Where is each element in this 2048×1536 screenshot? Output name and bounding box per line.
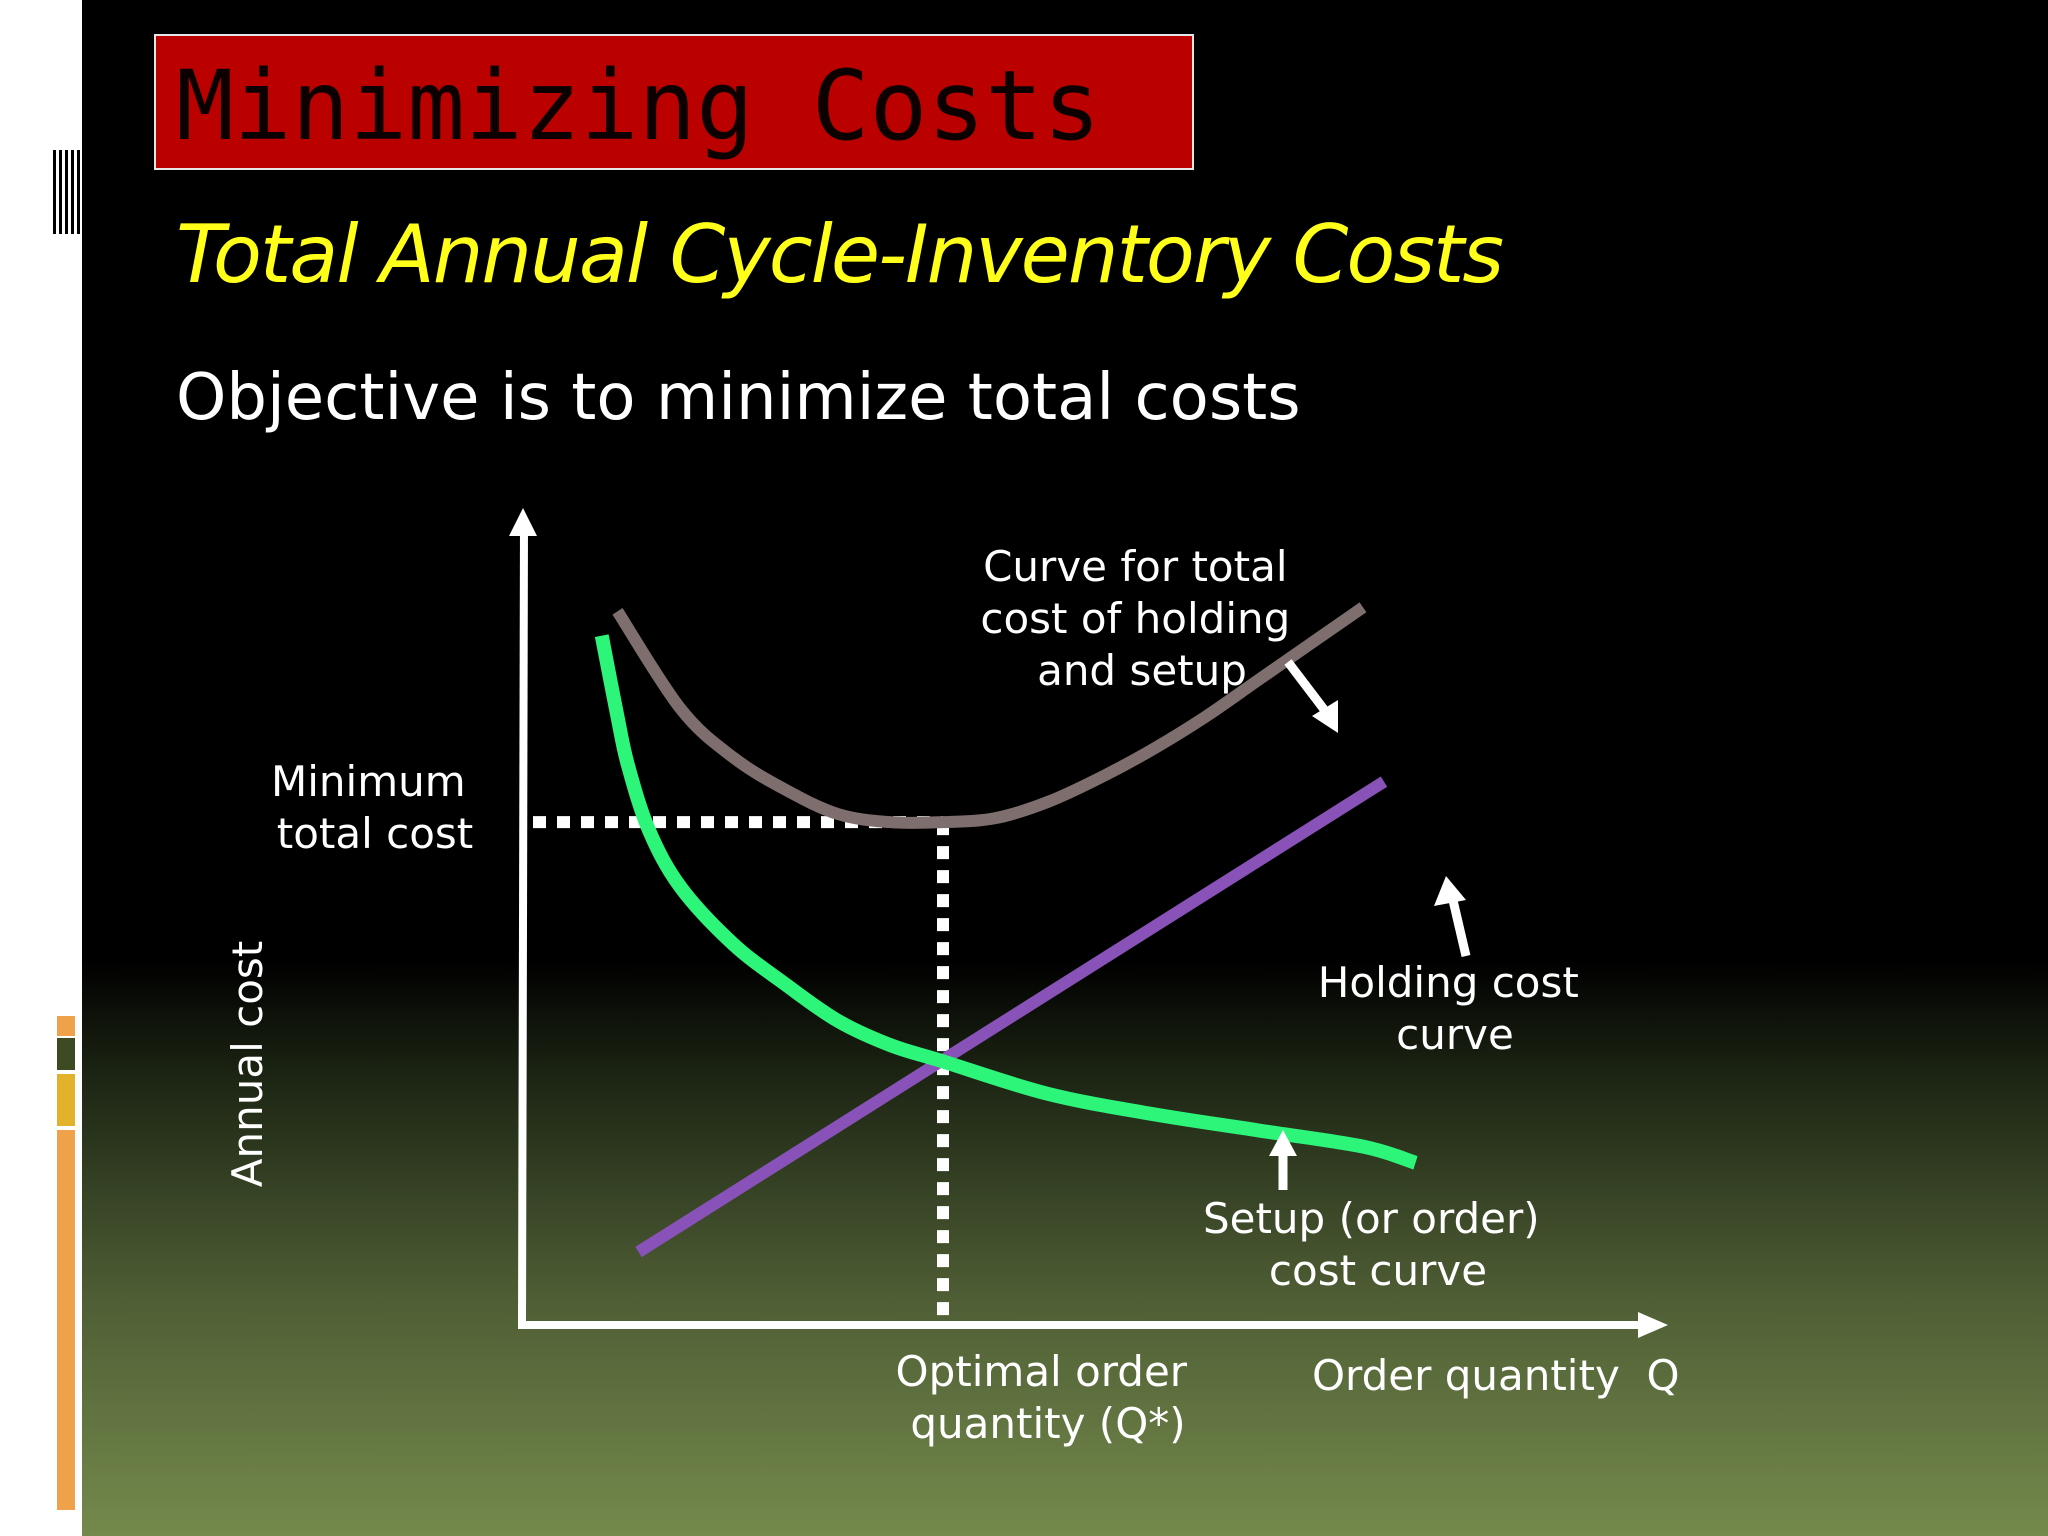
deco-bar-olive bbox=[57, 1038, 75, 1070]
holding-cost-curve bbox=[635, 776, 1388, 1258]
setup-cost-curve bbox=[594, 634, 1418, 1170]
optimal-q-label-line: Optimal order bbox=[896, 1347, 1188, 1396]
total-curve-label-line: cost of holding bbox=[980, 594, 1290, 643]
x-axis-label: Order quantity Q bbox=[1312, 1351, 1680, 1400]
deco-bar-dark bbox=[50, 150, 80, 234]
objective-text: Objective is to minimize total costs bbox=[176, 361, 1301, 435]
y-axis-label: Annual cost bbox=[223, 941, 272, 1187]
total-curve-pointer-arrow bbox=[1284, 659, 1330, 715]
title-box: Minimizing Costs bbox=[154, 34, 1194, 170]
total-curve-pointer-head bbox=[1312, 700, 1338, 733]
setup-curve-label-line: cost curve bbox=[1269, 1246, 1487, 1295]
x-axis-arrowhead bbox=[1638, 1312, 1668, 1338]
holding-curve-label-line: Holding cost bbox=[1318, 958, 1579, 1007]
holding-curve-label-line: curve bbox=[1396, 1010, 1514, 1059]
deco-bar-yellow bbox=[57, 1074, 75, 1126]
setup-curve-label: Setup (or order) cost curve bbox=[1203, 1194, 1553, 1295]
y-axis-arrowhead bbox=[509, 508, 537, 536]
total-curve-label: Curve for total cost of holding and setu… bbox=[980, 542, 1303, 695]
holding-curve-label: Holding cost curve bbox=[1318, 958, 1592, 1059]
deco-bar-orange-small bbox=[57, 1016, 75, 1036]
deco-bar-orange-tall bbox=[57, 1130, 75, 1510]
holding-curve-pointer-arrow bbox=[1447, 894, 1471, 958]
total-curve-label-line: Curve for total bbox=[983, 542, 1287, 591]
min-cost-label: Minimum total cost bbox=[271, 757, 479, 858]
setup-curve-label-line: Setup (or order) bbox=[1203, 1194, 1540, 1243]
min-cost-label-line: total cost bbox=[277, 809, 474, 858]
optimal-q-label-line: quantity (Q*) bbox=[910, 1399, 1185, 1448]
holding-curve-pointer-head bbox=[1434, 876, 1466, 906]
slide-background bbox=[82, 0, 2048, 1536]
total-cost-curve bbox=[612, 602, 1367, 829]
setup-curve-pointer-head bbox=[1269, 1130, 1297, 1156]
total-curve-label-line: and setup bbox=[1037, 646, 1247, 695]
slide-subtitle: Total Annual Cycle-Inventory Costs bbox=[176, 208, 1504, 301]
min-cost-label-line: Minimum bbox=[271, 757, 466, 806]
slide-title: Minimizing Costs bbox=[176, 50, 1101, 162]
y-axis bbox=[518, 519, 528, 1326]
optimal-q-label: Optimal order quantity (Q*) bbox=[896, 1347, 1201, 1448]
